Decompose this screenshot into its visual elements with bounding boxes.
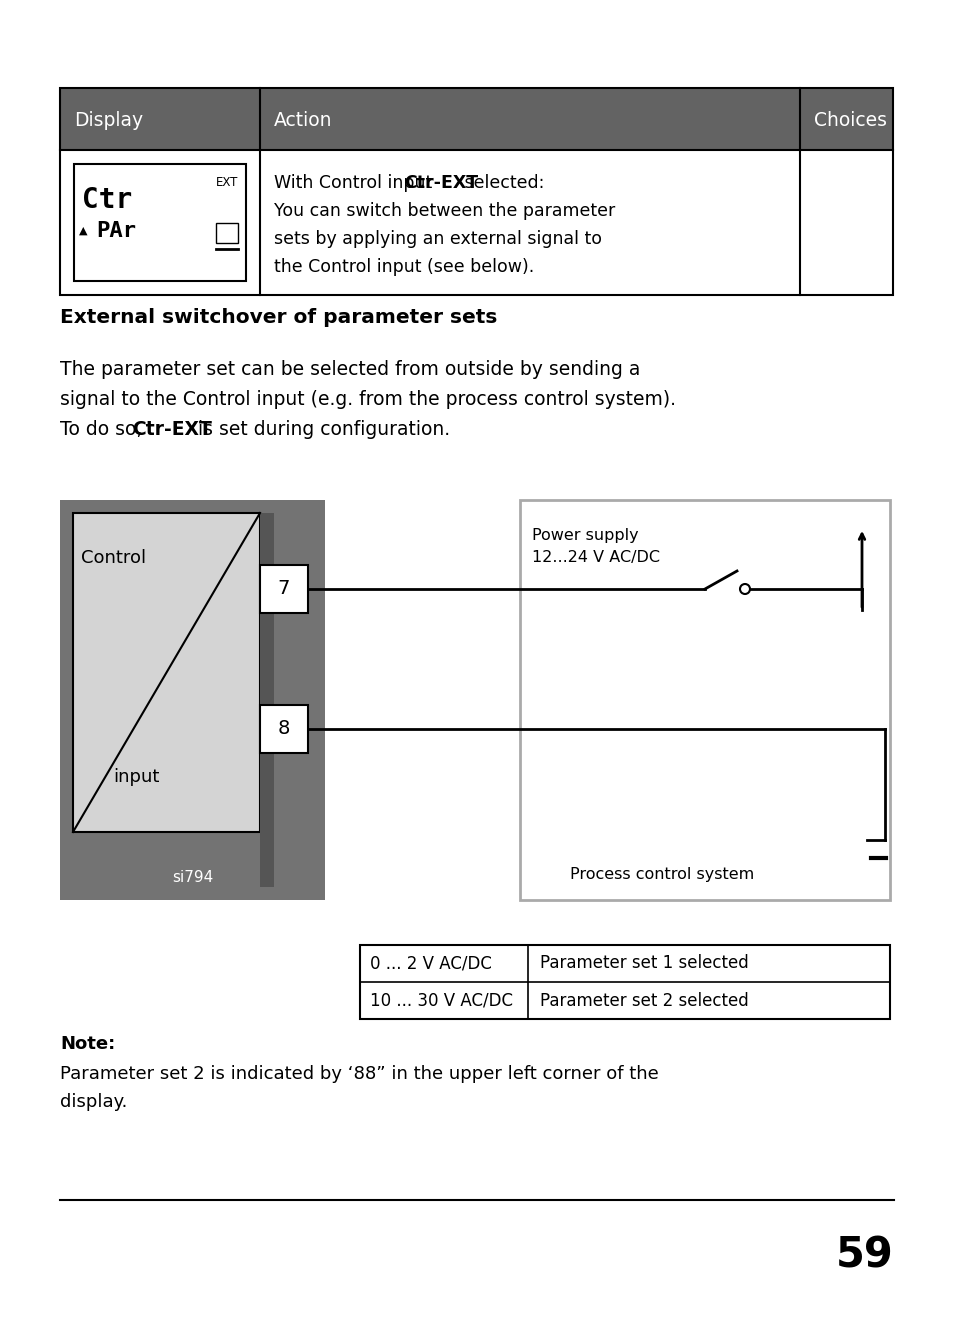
Text: Parameter set 2 selected: Parameter set 2 selected: [539, 991, 748, 1010]
Text: 10 ... 30 V AC/DC: 10 ... 30 V AC/DC: [370, 991, 513, 1010]
Text: Note:: Note:: [60, 1035, 115, 1053]
Bar: [359, 945, 889, 1019]
Text: ▲: ▲: [79, 226, 88, 236]
Text: Ctr-EXT: Ctr-EXT: [403, 174, 477, 192]
Text: Ctr-EXT: Ctr-EXT: [132, 420, 212, 440]
Text: Parameter set 1 selected: Parameter set 1 selected: [539, 954, 748, 973]
Text: EXT: EXT: [215, 176, 237, 188]
Text: 7: 7: [277, 580, 290, 599]
Text: PAr: PAr: [96, 220, 136, 240]
Text: The parameter set can be selected from outside by sending a: The parameter set can be selected from o…: [60, 359, 639, 379]
Bar: [519, 500, 889, 900]
Text: Process control system: Process control system: [569, 867, 754, 883]
Bar: [60, 500, 325, 900]
Text: Power supply: Power supply: [532, 528, 638, 542]
Text: is set during configuration.: is set during configuration.: [192, 420, 450, 440]
Text: Display: Display: [74, 111, 143, 130]
Text: External switchover of parameter sets: External switchover of parameter sets: [60, 309, 497, 327]
Text: You can switch between the parameter: You can switch between the parameter: [274, 202, 615, 220]
Bar: [73, 513, 260, 832]
Text: Action: Action: [274, 111, 333, 130]
Text: 12...24 V AC/DC: 12...24 V AC/DC: [532, 550, 659, 565]
Text: Choices: Choices: [813, 111, 886, 130]
Bar: [60, 88, 892, 150]
Text: the Control input (see below).: the Control input (see below).: [274, 258, 534, 277]
Bar: [260, 565, 308, 613]
Text: 8: 8: [277, 720, 290, 739]
Circle shape: [740, 584, 749, 595]
Text: 0 ... 2 V AC/DC: 0 ... 2 V AC/DC: [370, 954, 492, 973]
Text: si794: si794: [172, 871, 213, 886]
Text: input: input: [112, 768, 159, 786]
Text: Parameter set 2 is indicated by ‘88” in the upper left corner of the: Parameter set 2 is indicated by ‘88” in …: [60, 1065, 659, 1083]
Text: To do so,: To do so,: [60, 420, 149, 440]
Bar: [60, 88, 892, 295]
Text: sets by applying an external signal to: sets by applying an external signal to: [274, 230, 601, 248]
Text: 59: 59: [836, 1234, 893, 1276]
Text: signal to the Control input (e.g. from the process control system).: signal to the Control input (e.g. from t…: [60, 390, 676, 409]
Text: Control: Control: [81, 549, 146, 566]
Text: display.: display.: [60, 1093, 128, 1112]
Bar: [74, 164, 246, 281]
Bar: [260, 705, 308, 754]
Bar: [260, 513, 274, 887]
Text: With Control input: With Control input: [274, 174, 437, 192]
Text: selected:: selected:: [458, 174, 544, 192]
Bar: [215, 223, 237, 243]
Text: Ctr: Ctr: [82, 186, 132, 214]
